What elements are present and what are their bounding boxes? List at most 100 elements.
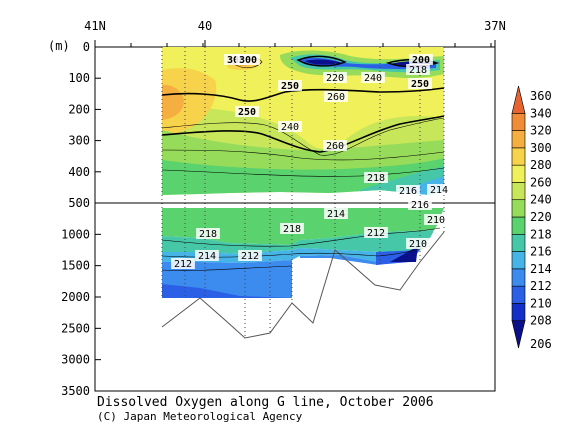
svg-text:250: 250 (411, 79, 429, 90)
credit-text: (C) Japan Meteorological Agency (97, 410, 303, 423)
contour-label: 216 (396, 185, 420, 197)
svg-text:250: 250 (238, 107, 256, 118)
svg-text:200: 200 (412, 55, 430, 66)
colorbar-segment (511, 164, 526, 183)
y-tick-label: 200 (68, 102, 90, 116)
colorbar-tick-label: 280 (530, 158, 552, 172)
colorbar-tick-label: 260 (530, 175, 552, 189)
y-tick-label: 3500 (61, 384, 90, 398)
svg-text:216: 216 (411, 200, 429, 211)
contour-label: 214 (195, 250, 219, 262)
svg-text:300: 300 (227, 55, 245, 66)
contour-label: 300 (236, 54, 260, 66)
svg-text:240: 240 (281, 122, 299, 133)
y-tick-label: 100 (68, 71, 90, 85)
x-tick-label: 37N (484, 19, 506, 33)
contour-label: 218 (280, 223, 304, 235)
station-markers (161, 47, 445, 338)
y-tick-label: 1000 (61, 227, 90, 241)
contour-label: 216 (408, 199, 432, 211)
colorbar-tick-label: 206 (530, 337, 552, 351)
colorbar-segment (511, 130, 526, 149)
y-tick-label: 0 (83, 40, 90, 54)
contour-label: 260 (323, 140, 347, 152)
colorbar-segment (511, 251, 526, 270)
colorbar-segment (511, 199, 526, 218)
svg-text:300: 300 (239, 55, 257, 66)
contour-label: 240 (278, 121, 302, 133)
contour-label: 250 (235, 106, 259, 118)
svg-text:210: 210 (409, 239, 427, 250)
contour-label: 250 (408, 78, 432, 90)
contour-label: 214 (427, 184, 451, 196)
svg-text:250: 250 (281, 81, 299, 92)
colorbar-tick-label: 340 (530, 106, 552, 120)
svg-text:218: 218 (199, 229, 217, 240)
colorbar-tick-label: 216 (530, 245, 552, 259)
contour-label: 218 (406, 64, 430, 76)
colorbar-segment (511, 147, 526, 166)
contour-label: 200 (409, 54, 433, 66)
y-axis-label: (m) (48, 39, 70, 53)
colorbar-segment (511, 216, 526, 235)
colorbar-tick-label: 360 (530, 89, 552, 103)
colorbar-tick-label: 210 (530, 296, 552, 310)
y-tick-label: 1500 (61, 259, 90, 273)
svg-text:212: 212 (241, 251, 259, 262)
y-tick-label: 2000 (61, 290, 90, 304)
y-tick-label: 3000 (61, 353, 90, 367)
colorbar-tick-label: 320 (530, 124, 552, 138)
y-tick-label: 400 (68, 165, 90, 179)
svg-text:240: 240 (364, 73, 382, 84)
contour-label: 210 (424, 214, 448, 226)
colorbar-tick-label: 300 (530, 141, 552, 155)
bottom-topography-line (161, 231, 445, 339)
colorbar-segment (511, 112, 526, 131)
colorbar-segment (511, 285, 526, 304)
contour-lines (161, 55, 445, 271)
svg-text:214: 214 (327, 209, 345, 220)
colorbar-tick-label: 218 (530, 227, 552, 241)
svg-text:212: 212 (174, 259, 192, 270)
contour-label: 212 (171, 258, 195, 270)
y-tick-label: 300 (68, 134, 90, 148)
y-tick-label: 500 (68, 196, 90, 210)
contour-label: 214 (324, 208, 348, 220)
colorbar-tick-label: 240 (530, 193, 552, 207)
chart-title: Dissolved Oxygen along G line, October 2… (97, 395, 434, 410)
svg-text:214: 214 (198, 251, 216, 262)
svg-text:260: 260 (327, 92, 345, 103)
colorbar-tick-label: 208 (530, 314, 552, 328)
colorbar-segment (511, 85, 526, 114)
colorbar-segment (511, 320, 526, 349)
colorbar: 206 208 210 212 214 216 218 220 240 260 280 300 320 3… (511, 85, 552, 351)
x-tick-label: 40 (198, 19, 212, 33)
svg-text:212: 212 (367, 228, 385, 239)
x-tick-label: 41N (84, 19, 106, 33)
svg-text:260: 260 (326, 141, 344, 152)
svg-text:210: 210 (427, 215, 445, 226)
colorbar-tick-label: 214 (530, 262, 552, 276)
svg-text:218: 218 (367, 173, 385, 184)
contour-label: 240 (361, 72, 385, 84)
colorbar-segment (511, 182, 526, 201)
y-axis: 0 100 200 300 400 500 1000 1500 2000 2500 3000 3500 (61, 40, 101, 398)
svg-text:218: 218 (409, 65, 427, 76)
contour-label: 212 (238, 250, 262, 262)
contour-label: 218 (364, 172, 388, 184)
contour-label: 300 (224, 54, 248, 66)
colorbar-segment (511, 268, 526, 287)
contour-label: 220 (323, 72, 347, 84)
colorbar-segment (511, 233, 526, 252)
contour-label: 250 (278, 80, 302, 92)
contour-label: 260 (324, 91, 348, 103)
svg-text:218: 218 (283, 224, 301, 235)
svg-text:214: 214 (430, 185, 448, 196)
svg-text:220: 220 (326, 73, 344, 84)
contour-label: 218 (196, 228, 220, 240)
contour-label: 210 (406, 238, 430, 250)
contour-label: 212 (364, 227, 388, 239)
svg-text:216: 216 (399, 186, 417, 197)
